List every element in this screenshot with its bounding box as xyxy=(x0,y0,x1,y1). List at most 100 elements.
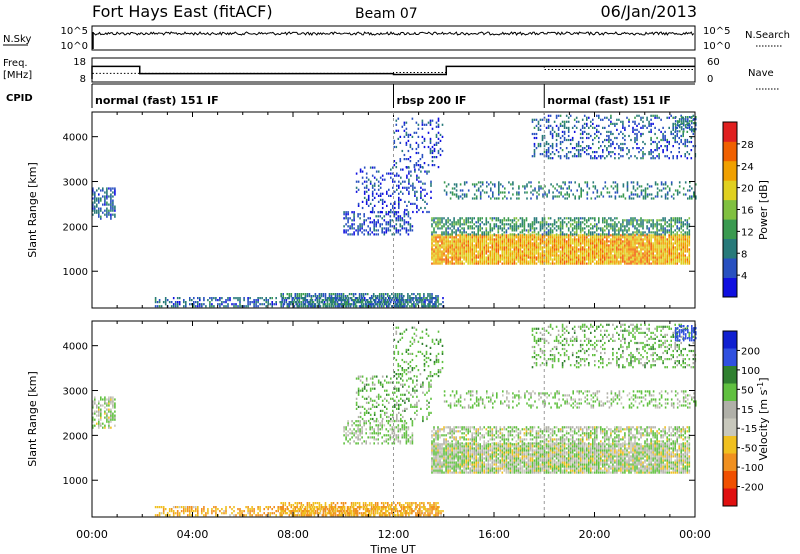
echo-cell xyxy=(447,233,449,236)
echo-cell xyxy=(650,250,652,253)
echo-cell xyxy=(636,195,639,198)
echo-cell xyxy=(509,242,512,245)
echo-cell xyxy=(435,262,437,265)
echo-cell xyxy=(620,147,622,150)
echo-cell xyxy=(335,299,338,302)
echo-cell xyxy=(435,238,437,241)
echo-cell xyxy=(565,254,568,257)
echo-cell xyxy=(638,242,640,245)
echo-cell xyxy=(489,262,492,265)
echo-cell xyxy=(507,248,510,251)
echo-cell xyxy=(421,303,423,306)
echo-cell xyxy=(529,252,532,255)
echo-cell xyxy=(497,240,500,243)
echo-cell xyxy=(447,227,449,230)
echo-cell xyxy=(487,236,490,239)
echo-cell xyxy=(588,233,590,236)
echo-cell xyxy=(479,260,481,263)
echo-cell xyxy=(628,227,630,230)
echo-cell xyxy=(552,185,554,188)
echo-cell xyxy=(634,242,636,245)
echo-cell xyxy=(397,217,400,220)
echo-cell xyxy=(445,240,447,243)
echo-cell xyxy=(493,260,496,263)
echo-cell xyxy=(531,223,534,226)
echo-cell xyxy=(563,248,566,251)
echo-cell xyxy=(670,246,672,249)
echo-cell xyxy=(602,238,604,241)
echo-cell xyxy=(106,211,108,214)
echo-cell xyxy=(503,236,506,239)
echo-cell xyxy=(479,234,481,237)
echo-cell xyxy=(573,256,576,259)
echo-cell xyxy=(459,240,461,243)
echo-cell xyxy=(435,258,437,261)
echo-cell xyxy=(511,227,514,230)
echo-cell xyxy=(545,153,548,156)
echo-cell xyxy=(382,293,385,296)
echo-cell xyxy=(447,219,449,222)
echo-cell xyxy=(400,303,402,306)
echo-cell xyxy=(507,260,510,263)
echo-cell xyxy=(483,262,485,265)
echo-cell xyxy=(443,260,445,263)
echo-cell xyxy=(431,252,433,255)
echo-cell xyxy=(493,227,496,230)
echo-cell xyxy=(357,202,360,205)
echo-cell xyxy=(693,128,695,131)
echo-cell xyxy=(676,217,678,220)
echo-cell xyxy=(656,258,658,261)
echo-cell xyxy=(563,138,566,142)
echo-cell xyxy=(626,238,628,241)
echo-cell xyxy=(340,301,343,304)
echo-cell xyxy=(652,234,654,237)
echo-cell xyxy=(691,120,693,123)
echo-cell xyxy=(630,193,633,196)
echo-cell xyxy=(590,120,592,123)
echo-cell xyxy=(515,225,518,228)
echo-cell xyxy=(612,256,614,259)
echo-cell xyxy=(388,188,390,191)
echo-cell xyxy=(650,118,652,121)
echo-cell xyxy=(563,136,566,140)
echo-cell xyxy=(473,252,475,255)
echo-cell xyxy=(634,136,636,140)
echo-cell xyxy=(491,248,494,251)
echo-cell xyxy=(441,254,443,257)
echo-cell xyxy=(555,142,558,146)
echo-cell xyxy=(481,250,483,253)
echo-cell xyxy=(369,202,372,205)
echo-cell xyxy=(455,183,458,186)
echo-cell xyxy=(507,258,510,261)
echo-cell xyxy=(475,262,477,265)
echo-cell xyxy=(666,250,668,253)
echo-cell xyxy=(689,181,691,184)
echo-cell xyxy=(380,295,383,298)
echo-cell xyxy=(666,140,668,144)
echo-cell xyxy=(662,260,664,263)
echo-cell xyxy=(588,132,590,136)
echo-cell xyxy=(658,258,660,261)
echo-cell xyxy=(529,244,532,247)
echo-cell xyxy=(682,116,684,119)
echo-cell xyxy=(561,246,564,249)
echo-cell xyxy=(451,252,453,255)
echo-cell xyxy=(656,227,658,230)
echo-cell xyxy=(545,118,548,121)
echo-cell xyxy=(590,240,592,243)
echo-cell xyxy=(507,262,510,265)
echo-cell xyxy=(443,258,445,261)
echo-cell xyxy=(353,299,356,302)
echo-cell xyxy=(110,197,112,200)
echo-cell xyxy=(632,248,634,251)
echo-cell xyxy=(664,231,666,234)
echo-cell xyxy=(435,256,437,259)
echo-cell xyxy=(539,258,542,261)
echo-cell xyxy=(486,191,488,194)
echo-cell xyxy=(622,225,624,228)
echo-cell xyxy=(388,194,390,197)
echo-cell xyxy=(426,299,428,302)
echo-cell xyxy=(363,192,366,195)
echo-cell xyxy=(493,238,496,241)
echo-cell xyxy=(503,217,506,220)
